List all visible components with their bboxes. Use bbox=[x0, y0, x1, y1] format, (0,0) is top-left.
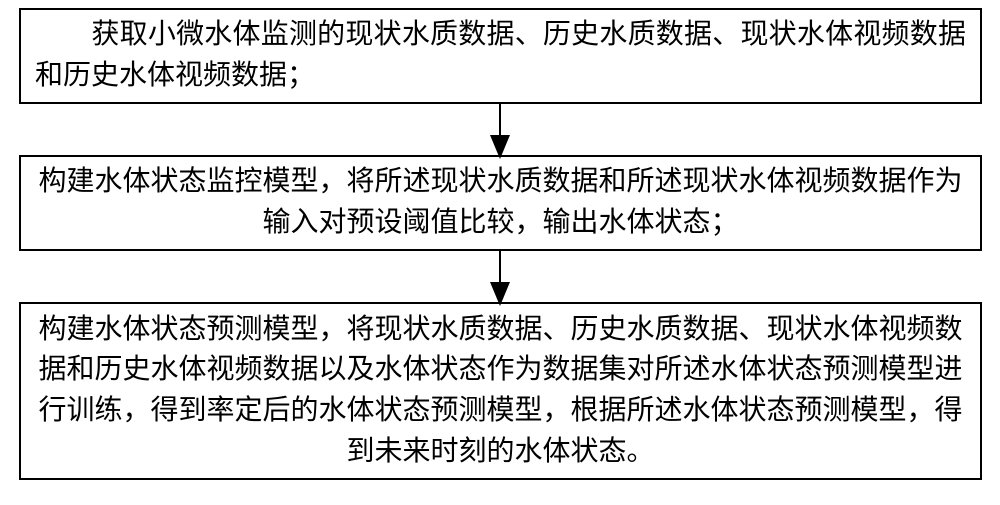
flow-node-text: 构建水体状态预测模型，将现状水质数据、历史水质数据、现状水体视频数据和历史水体视… bbox=[35, 310, 966, 472]
flow-node-acquire-data: 获取小微水体监测的现状水质数据、历史水质数据、现状水体视频数据和历史水体视频数据… bbox=[19, 8, 982, 104]
flowchart-canvas: 获取小微水体监测的现状水质数据、历史水质数据、现状水体视频数据和历史水体视频数据… bbox=[0, 0, 1000, 505]
flow-node-text: 获取小微水体监测的现状水质数据、历史水质数据、现状水体视频数据和历史水体视频数据… bbox=[35, 15, 966, 96]
flow-node-monitor-model: 构建水体状态监控模型，将所述现状水质数据和所述现状水体视频数据作为输入对预设阈值… bbox=[19, 155, 982, 251]
flow-node-predict-model: 构建水体状态预测模型，将现状水质数据、历史水质数据、现状水体视频数据和历史水体视… bbox=[19, 302, 982, 480]
flow-node-text: 构建水体状态监控模型，将所述现状水质数据和所述现状水体视频数据作为输入对预设阈值… bbox=[35, 162, 966, 243]
